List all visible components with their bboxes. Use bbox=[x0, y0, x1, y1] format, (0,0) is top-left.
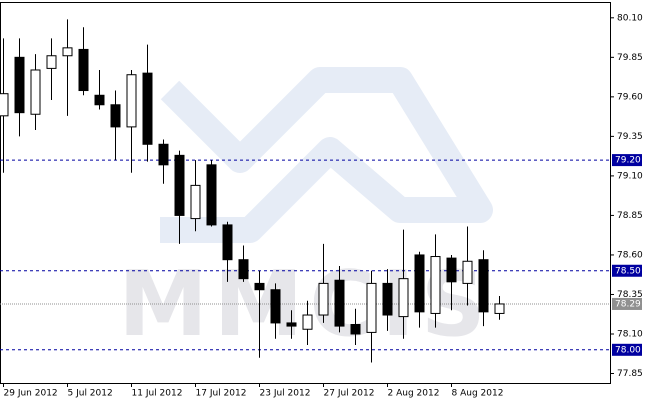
y-tick-label: 78.85 bbox=[617, 211, 643, 221]
candle-body bbox=[350, 324, 361, 335]
candle-body bbox=[94, 94, 105, 106]
candle-body bbox=[110, 104, 121, 128]
candle-body bbox=[334, 279, 345, 327]
last-price-label: 78.29 bbox=[615, 299, 641, 309]
candle-body bbox=[286, 322, 297, 327]
candle-body bbox=[462, 260, 473, 284]
candle-body bbox=[30, 69, 41, 115]
level-label: 78.00 bbox=[615, 345, 641, 355]
candle-body bbox=[382, 282, 393, 316]
candle-body bbox=[62, 47, 73, 57]
level-label-box bbox=[612, 264, 642, 277]
y-tick-label: 78.10 bbox=[617, 329, 643, 339]
candle-body bbox=[126, 74, 137, 128]
y-tick-label: 80.10 bbox=[617, 13, 643, 23]
y-tick-label: 79.35 bbox=[617, 132, 643, 142]
candle-body bbox=[478, 259, 489, 313]
candle-body bbox=[494, 303, 505, 314]
x-tick-label: 29 Jun 2012 bbox=[4, 389, 58, 399]
candle-body bbox=[398, 278, 409, 318]
x-tick-label: 8 Aug 2012 bbox=[452, 389, 504, 399]
y-tick-label: 79.85 bbox=[617, 53, 643, 63]
y-tick-label: 79.10 bbox=[617, 171, 643, 181]
level-label-box bbox=[612, 154, 642, 167]
level-label: 79.20 bbox=[615, 156, 641, 166]
candle-body bbox=[270, 289, 281, 324]
candle-body bbox=[14, 56, 25, 114]
candle-body bbox=[446, 257, 457, 283]
candle-body bbox=[254, 282, 265, 291]
x-tick-label: 23 Jul 2012 bbox=[260, 389, 311, 399]
candle-body bbox=[174, 154, 185, 216]
x-tick-label: 2 Aug 2012 bbox=[388, 389, 440, 399]
y-tick-label: 77.85 bbox=[617, 369, 643, 379]
candle-body bbox=[414, 254, 425, 313]
candle-body bbox=[78, 48, 89, 92]
candle-body bbox=[46, 55, 57, 69]
candle-body bbox=[318, 282, 329, 316]
x-tick-label: 27 Jul 2012 bbox=[324, 389, 375, 399]
candle-body bbox=[190, 184, 201, 220]
last-price-box bbox=[612, 297, 642, 310]
level-label-box bbox=[612, 343, 642, 356]
x-tick-label: 11 Jul 2012 bbox=[132, 389, 183, 399]
candle-body bbox=[366, 282, 377, 333]
y-tick-label: 78.60 bbox=[617, 250, 643, 260]
candle-body bbox=[206, 164, 217, 226]
candle-body bbox=[430, 256, 441, 314]
y-tick-label: 78.35 bbox=[617, 290, 643, 300]
candle-body bbox=[0, 93, 9, 117]
logo-shape bbox=[160, 67, 493, 243]
candle-body bbox=[222, 224, 233, 261]
candle-body bbox=[158, 143, 169, 166]
x-tick-label: 17 Jul 2012 bbox=[196, 389, 247, 399]
candle-body bbox=[142, 72, 153, 145]
level-label: 78.50 bbox=[615, 266, 641, 276]
plot-frame bbox=[0, 2, 611, 384]
y-tick-label: 79.60 bbox=[617, 92, 643, 102]
x-tick-label: 5 Jul 2012 bbox=[68, 389, 113, 399]
candle-body bbox=[238, 259, 249, 280]
candle-body bbox=[302, 314, 313, 330]
